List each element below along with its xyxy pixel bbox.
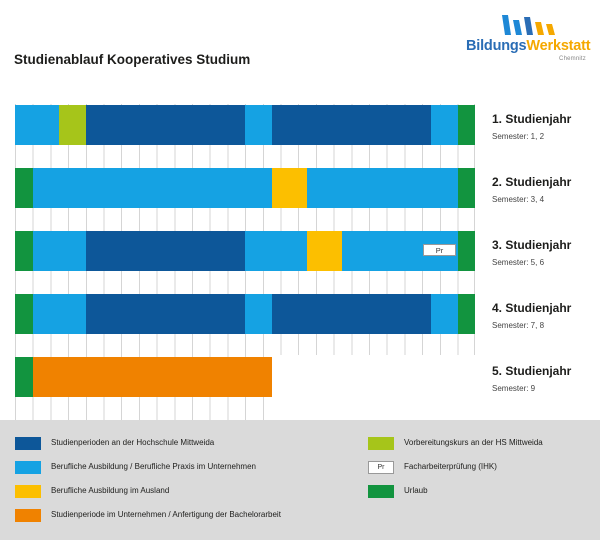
year-label: 5. Studienjahr — [492, 364, 572, 378]
year-5-info: 5. Studienjahr Semester: 9 — [492, 364, 571, 393]
legend-swatch — [15, 509, 41, 522]
legend-swatch — [15, 485, 41, 498]
year-5-bar — [15, 357, 272, 397]
year-semesters: Semester: 5, 6 — [492, 258, 545, 267]
year-3-bar: Pr — [15, 231, 475, 271]
schedule-grid-blank-area — [272, 355, 476, 420]
year-semesters: Semester: 7, 8 — [492, 321, 545, 330]
logo-subtitle: Chemnitz — [559, 56, 586, 62]
legend-text: Vorbereitungskurs an der HS Mittweida — [404, 438, 543, 447]
year-1-bar — [15, 105, 475, 145]
year-2-abroad-period — [272, 168, 307, 208]
year-5-bachelor-thesis-period — [33, 357, 272, 397]
logo-wordmark: BildungsWerkstatt — [466, 38, 591, 54]
year-label: 2. Studienjahr — [492, 175, 572, 189]
year-semesters: Semester: 9 — [492, 384, 536, 393]
year-label: 4. Studienjahr — [492, 301, 572, 315]
logo-bars-icon — [502, 15, 555, 35]
year-2-practice-period — [33, 168, 272, 208]
year-4-practice-period — [245, 294, 272, 334]
year-1-practice-period — [15, 105, 59, 145]
legend-text: Studienperioden an der Hochschule Mittwe… — [51, 438, 215, 447]
year-4-bar — [15, 294, 475, 334]
year-3-vacation — [458, 231, 475, 271]
year-1-university-period — [86, 105, 245, 145]
legend-text: Berufliche Ausbildung im Ausland — [51, 486, 170, 495]
year-label: 1. Studienjahr — [492, 112, 572, 126]
year-4-practice-period — [33, 294, 86, 334]
legend-swatch — [368, 437, 394, 450]
legend-text: Facharbeiterprüfung (IHK) — [404, 462, 497, 471]
legend-swatch — [15, 437, 41, 450]
year-4-info: 4. Studienjahr Semester: 7, 8 — [492, 301, 571, 330]
year-2-bar — [15, 168, 475, 208]
year-3-info: 3. Studienjahr Semester: 5, 6 — [492, 238, 571, 267]
year-4-vacation — [458, 294, 475, 334]
year-2-vacation — [458, 168, 475, 208]
year-3-university-period — [86, 231, 245, 271]
study-schedule: Pr 1. Studienjahr Semester: 1, 2 2. Stud… — [15, 104, 571, 420]
year-4-vacation — [15, 294, 33, 334]
legend-swatch: Pr — [368, 461, 394, 474]
year-4-practice-period — [431, 294, 458, 334]
logo-word-1: Bildungs — [466, 38, 527, 54]
bildungswerkstatt-logo: BildungsWerkstatt Chemnitz — [466, 14, 591, 66]
year-3-practice-period — [245, 231, 307, 271]
year-2-info: 2. Studienjahr Semester: 3, 4 — [492, 175, 571, 204]
legend-text: Berufliche Ausbildung / Berufliche Praxi… — [51, 462, 256, 471]
year-1-vacation — [458, 105, 475, 145]
year-2-vacation — [15, 168, 33, 208]
year-1-info: 1. Studienjahr Semester: 1, 2 — [492, 112, 571, 141]
year-1-university-period — [272, 105, 431, 145]
year-4-university-period — [272, 294, 431, 334]
legend-text: Urlaub — [404, 486, 428, 495]
year-3-practice-period — [33, 231, 86, 271]
year-semesters: Semester: 1, 2 — [492, 132, 545, 141]
year-1-practice-period — [245, 105, 272, 145]
legend: Studienperioden an der Hochschule Mittwe… — [0, 420, 600, 540]
legend-swatch — [368, 485, 394, 498]
legend-swatch — [15, 461, 41, 474]
year-4-university-period — [86, 294, 245, 334]
year-semesters: Semester: 3, 4 — [492, 195, 545, 204]
logo-word-2: Werkstatt — [526, 38, 591, 54]
year-1-preparatory-course — [59, 105, 86, 145]
year-2-practice-period — [307, 168, 458, 208]
year-label: 3. Studienjahr — [492, 238, 572, 252]
year-5-vacation — [15, 357, 33, 397]
year-3-vacation — [15, 231, 33, 271]
legend-text: Studienperiode im Unternehmen / Anfertig… — [51, 510, 281, 519]
year-3-abroad-period — [307, 231, 342, 271]
year-1-practice-period — [431, 105, 458, 145]
page-title: Studienablauf Kooperatives Studium — [14, 52, 251, 67]
year-3-exam-marker: Pr — [423, 244, 456, 256]
